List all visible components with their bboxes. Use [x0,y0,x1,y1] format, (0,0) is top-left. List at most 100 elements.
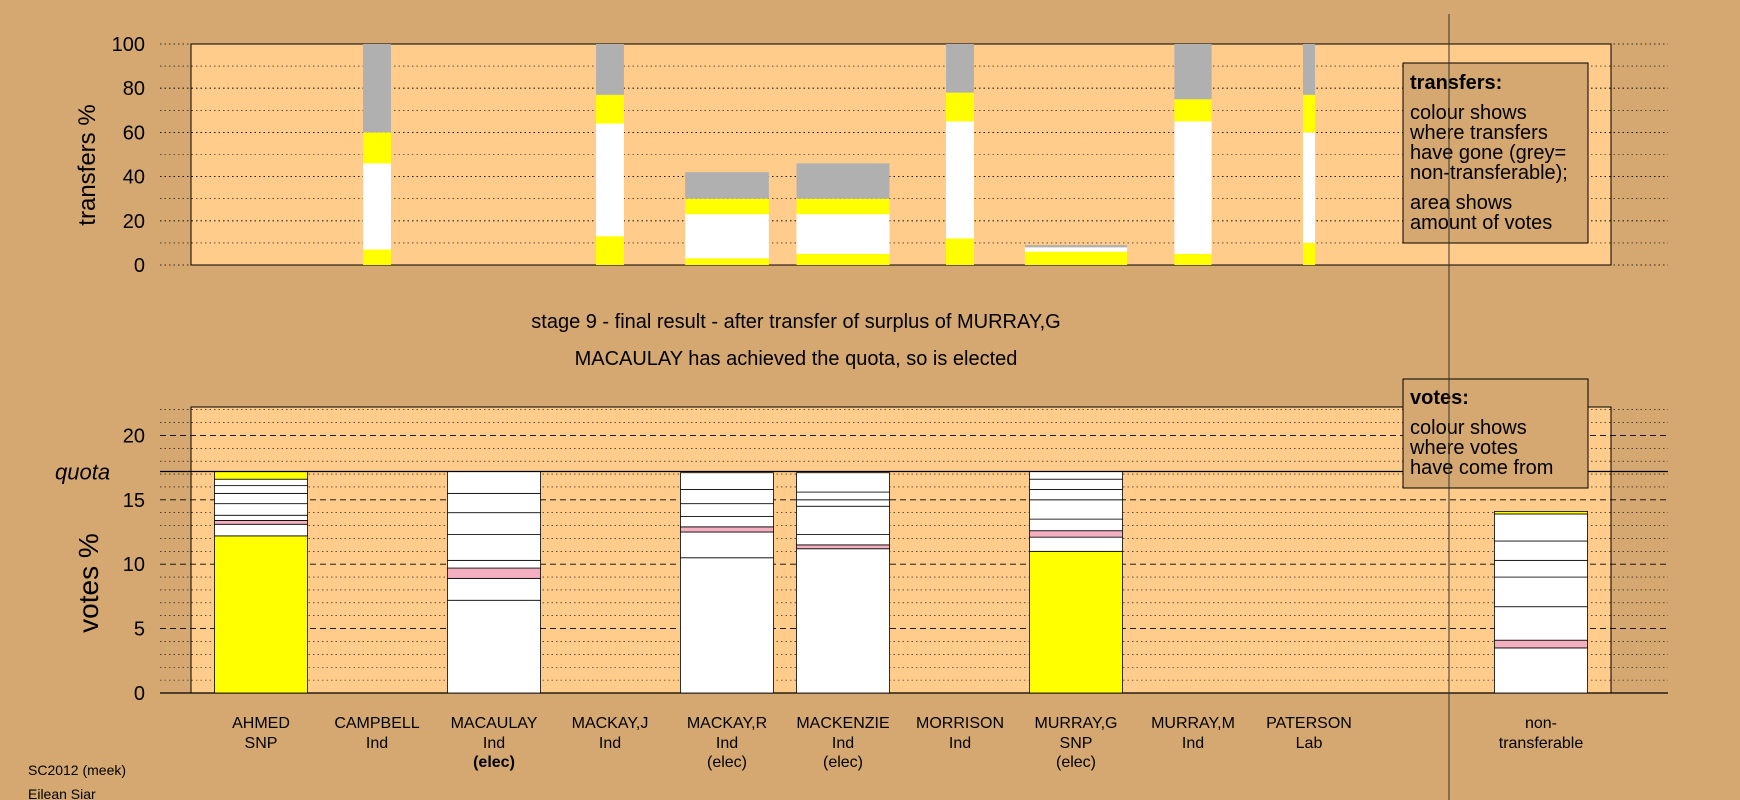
votes-x-label-party: transferable [1499,735,1584,752]
votes-bar-segment [680,472,774,490]
votes-x-label-name: MACKAY,J [572,715,649,732]
transfers-bar-segment [1174,99,1212,122]
votes-y-tick-label: 15 [123,490,145,512]
votes-legend-line: colour shows [1410,417,1527,439]
votes-legend: votes: colour shows where votes have com… [1402,378,1589,489]
transfers-legend-title: transfers: [1410,72,1502,94]
votes-x-label-name: MURRAY,M [1151,715,1235,732]
votes-bar-segment [1494,510,1588,515]
votes-bar-segment [447,559,541,569]
transfers-legend-line: where transfers [1409,122,1548,144]
transfers-bar-segment [1024,251,1128,265]
votes-bar-segment [796,499,890,507]
votes-bar-segment [680,503,774,517]
transfers-bar-segment [685,214,769,259]
votes-bar-segment [1494,606,1588,641]
votes-x-label-status: (elec) [1056,754,1096,771]
votes-x-label-status: (elec) [707,754,747,771]
votes-plot-area [190,406,1612,694]
transfers-legend-line: non-transferable); [1410,162,1568,184]
transfers-bar-segment [363,44,391,133]
votes-legend-line: have come from [1410,457,1553,479]
transfers-bar-segment [796,198,890,215]
transfers-bar-segment [685,258,769,265]
votes-x-label-party: Ind [483,735,505,752]
votes-bar-segment [447,471,541,494]
transfers-legend-line: have gone (grey= [1410,142,1566,164]
votes-legend-box [1402,378,1589,489]
votes-bar-segment [1029,471,1123,480]
votes-x-label-party: Ind [716,735,738,752]
transfers-bar-segment [685,198,769,215]
votes-bar-segment [1029,478,1123,490]
votes-chart: quota 0 5 10 15 20 votes % AHMED SNP CAMPBELL I… [55,378,1668,771]
transfers-y-tick-label: 100 [112,34,145,56]
votes-bar-segment [214,492,308,505]
votes-bar-segment [1029,536,1123,552]
transfers-bar-segment [796,163,890,199]
votes-x-label-name: AHMED [232,715,290,732]
votes-bar-segment [796,505,890,535]
transfers-plot-area [190,43,1612,266]
votes-bar-segment [1494,639,1588,649]
votes-bar-segment [680,557,774,694]
transfers-chart: 0 20 40 60 80 100 transfers % transfers: colo… [74,34,1668,277]
votes-bar-segment [447,492,541,514]
transfers-bar-segment [1174,121,1212,254]
transfers-y-tick-label: 60 [123,122,145,144]
transfers-bar-segment [363,163,391,250]
transfers-y-ticks: 0 20 40 60 80 100 [112,34,145,277]
transfers-bar-segment [596,123,624,237]
votes-legend-line: where votes [1409,437,1518,459]
transfers-bar-segment [596,236,624,265]
transfers-bars [363,44,1316,265]
votes-bar-segment [1494,576,1588,608]
transfers-y-axis-label: transfers % [74,104,101,225]
transfers-bar-segment [946,44,974,93]
votes-y-tick-label: 10 [123,554,145,576]
votes-y-ticks: 0 5 10 15 20 [123,425,145,705]
votes-bar-segment [796,534,890,546]
votes-y-tick-label: 20 [123,425,145,447]
transfers-bar-segment [946,238,974,265]
votes-x-label-party: Ind [1182,735,1204,752]
votes-bar-segment [214,485,308,494]
votes-y-axis-label: votes % [73,533,104,633]
votes-x-label-status: (elec) [823,754,863,771]
votes-bar-segment [1494,647,1588,694]
votes-bar-segment [796,544,890,550]
footer-ward: Eilean Siar [28,786,96,800]
transfers-bar-segment [1302,94,1316,133]
transfers-bar-segment [363,132,391,164]
votes-x-label-party: Ind [949,735,971,752]
votes-bar-segment [1029,518,1123,532]
transfers-bar-segment [1174,44,1212,100]
stage-result-title: MACAULAY has achieved the quota, so is e… [575,348,1018,370]
votes-bar-segment [214,478,308,487]
votes-x-label-name: non- [1525,715,1557,732]
votes-x-label-name: PATERSON [1266,715,1352,732]
transfers-bar-segment [1024,245,1128,248]
votes-x-label-party: Ind [832,735,854,752]
transfers-bar-segment [1024,247,1128,252]
votes-x-labels: AHMED SNP CAMPBELL Ind MACAULAY Ind (elec) MACK… [232,715,1583,771]
votes-bar-segment [796,491,890,501]
transfers-y-tick-label: 80 [123,78,145,100]
votes-x-label-name: MACKENZIE [796,715,889,732]
votes-bar-segment [680,526,774,533]
votes-x-label-party: SNP [1060,735,1093,752]
votes-bar-segment [1494,513,1588,542]
votes-legend-title: votes: [1410,387,1469,409]
transfers-bar-segment [1302,44,1316,95]
votes-bar-segment [1029,499,1123,520]
votes-bar-segment [214,535,308,694]
transfers-bar-segment [596,44,624,95]
votes-bar-segment [447,534,541,561]
votes-x-label-name: MORRISON [916,715,1004,732]
votes-bar-segment [447,599,541,694]
votes-bar-segment [214,503,308,516]
transfers-bar-segment [1302,242,1316,265]
transfers-bar-segment [946,92,974,122]
votes-x-label-name: MACAULAY [451,715,538,732]
